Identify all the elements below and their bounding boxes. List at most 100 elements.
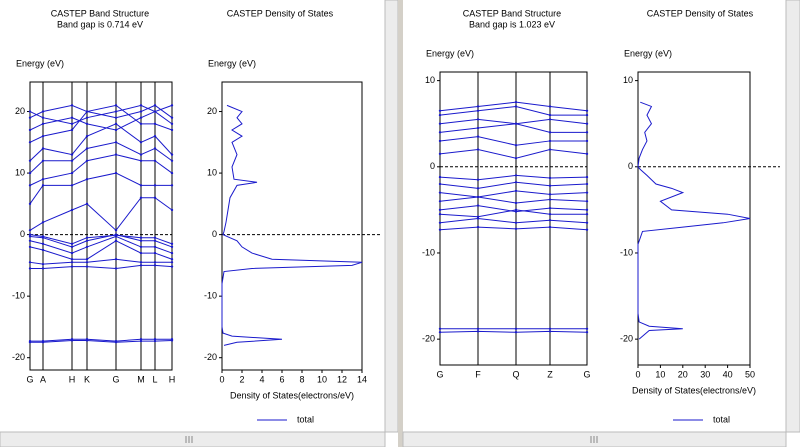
band-point: [170, 116, 174, 119]
band: [29, 197, 173, 232]
band: [29, 104, 173, 143]
band: [29, 141, 173, 174]
band-point: [41, 235, 45, 238]
band-point: [476, 178, 480, 181]
band-point: [476, 135, 480, 138]
x-tick-label: 0: [219, 374, 224, 384]
band-point: [70, 245, 74, 249]
band-point: [170, 153, 174, 156]
x-tick-label: L: [152, 374, 157, 384]
band-point: [585, 200, 589, 203]
band-point: [170, 122, 174, 126]
band: [30, 339, 173, 343]
band-point: [114, 239, 118, 242]
band-point: [438, 208, 442, 212]
y-tick-label: -10: [12, 291, 25, 301]
x-tick-label: 0: [635, 369, 640, 379]
band-point: [476, 215, 480, 218]
band-point: [585, 139, 589, 143]
band-point: [438, 228, 442, 231]
band-point: [548, 206, 552, 210]
splitter[interactable]: [398, 0, 403, 447]
band-point: [41, 116, 45, 119]
dos-curve: [637, 101, 751, 340]
band-point: [514, 208, 518, 212]
band-point: [476, 187, 480, 190]
band: [29, 110, 173, 131]
band-point: [585, 122, 589, 125]
x-tick-label: Q: [512, 369, 519, 379]
band-point: [28, 159, 32, 162]
band-point: [548, 219, 552, 222]
band-point: [585, 327, 589, 331]
y-tick-label: 10: [15, 167, 25, 177]
band-point: [139, 251, 143, 255]
band-point: [548, 131, 552, 134]
v-scrollbar-left[interactable]: [384, 0, 399, 433]
band-point: [514, 144, 518, 147]
band-point: [548, 225, 552, 229]
band-point: [514, 100, 518, 104]
band-point: [153, 245, 157, 249]
band-point: [170, 251, 174, 255]
band-point: [514, 331, 518, 334]
band-point: [153, 251, 157, 255]
x-tick-label: 6: [279, 374, 284, 384]
band-point: [438, 175, 442, 179]
band-point: [170, 208, 174, 212]
band-point: [476, 327, 480, 331]
band-point: [548, 212, 552, 216]
band-point: [28, 202, 32, 206]
band-point: [28, 341, 32, 344]
band-point: [28, 184, 32, 187]
y-tick-label: -20: [12, 352, 25, 362]
band: [29, 240, 173, 260]
band-point: [85, 261, 89, 264]
band-point: [70, 208, 74, 212]
band-point: [476, 148, 480, 151]
band-point: [548, 176, 552, 180]
band-point: [438, 212, 442, 216]
band-point: [114, 104, 118, 107]
y-tick-label: 0: [212, 229, 217, 239]
band-point: [514, 327, 518, 331]
x-tick-label: 30: [700, 369, 710, 379]
band-point: [41, 184, 45, 187]
band-point: [548, 193, 552, 196]
band-point: [514, 210, 518, 213]
band-point: [170, 258, 174, 261]
y-tick-label: 0: [628, 161, 633, 171]
band-point: [170, 128, 174, 132]
band-point: [139, 122, 143, 126]
band-point: [514, 189, 518, 193]
band-point: [438, 221, 442, 225]
band-point: [514, 122, 518, 125]
band-point: [85, 134, 89, 138]
band-point: [41, 147, 45, 150]
band-point: [585, 175, 589, 179]
band-point: [28, 229, 32, 232]
band-point: [114, 229, 118, 232]
band: [29, 123, 173, 162]
band-point: [170, 265, 174, 268]
band: [29, 154, 173, 186]
band-point: [70, 116, 74, 119]
band-point: [476, 105, 480, 108]
band-point: [514, 221, 518, 225]
band-point: [514, 105, 518, 108]
band-point: [114, 258, 118, 261]
band-point: [28, 141, 32, 144]
band-point: [28, 235, 32, 238]
band-point: [585, 182, 589, 186]
band-point: [476, 118, 480, 121]
band-point: [170, 245, 174, 249]
x-tick-label: 50: [745, 369, 755, 379]
x-tick-label: G: [583, 369, 590, 379]
band-point: [85, 110, 89, 113]
x-tick-label: 8: [299, 374, 304, 384]
band-point: [28, 245, 32, 249]
v-scrollbar-right[interactable]: [785, 0, 800, 433]
band-point: [170, 339, 174, 342]
x-tick-label: G: [26, 374, 33, 384]
